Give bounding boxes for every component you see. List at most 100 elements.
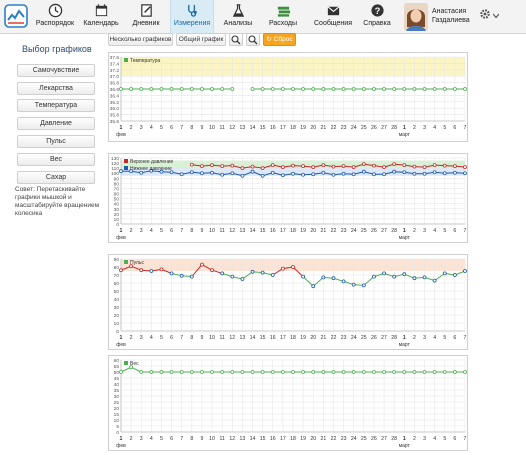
data-point <box>321 170 326 175</box>
data-point <box>189 170 194 175</box>
nav-item-help[interactable]: ? Справка <box>362 0 392 34</box>
user-name[interactable]: Анастасия Газдалиева <box>432 7 470 25</box>
x-tick-label: 26 <box>371 436 377 442</box>
zoom-in-button[interactable] <box>229 33 243 46</box>
chart-toggle-weight[interactable]: Вес <box>17 153 95 166</box>
x-tick-label: 20 <box>310 436 316 442</box>
x-tick-label: 16 <box>270 436 276 442</box>
nav-item-analyses[interactable]: Анализы <box>222 0 254 34</box>
pressure-chart-panel[interactable]: 0 10 20 30 40 50 60 70 80 90 100 110 120 130 1 2 3 4 5 6 7 8 9… <box>108 153 468 243</box>
x-tick-label: 17 <box>280 335 286 341</box>
chart-toggle-wellbeing[interactable]: Самочувствие <box>17 64 95 77</box>
data-point <box>422 87 427 91</box>
y-tick-label: 15 <box>114 412 120 418</box>
y-tick-label: 36.2 <box>110 100 120 106</box>
common-chart-button[interactable]: Общий график <box>176 33 226 46</box>
temperature-chart[interactable]: 35.635.836.036.236.436.636.837.037.237.4… <box>109 53 467 141</box>
x-tick-label: 13 <box>240 436 246 442</box>
legend-swatch <box>124 166 128 170</box>
user-photo-icon <box>404 3 428 31</box>
logo-icon[interactable] <box>4 4 28 28</box>
x-tick-label: 17 <box>280 125 286 131</box>
data-point <box>463 269 467 273</box>
chart-toggle-pressure[interactable]: Давление <box>17 117 95 130</box>
data-point <box>392 274 397 279</box>
x-tick-label: 10 <box>209 335 215 341</box>
reset-button[interactable]: ↻ Сброс <box>263 33 296 46</box>
y-tick-label: 10 <box>114 321 120 327</box>
x-tick-label: 14 <box>250 436 256 442</box>
several-charts-button[interactable]: Несколько графиков <box>108 33 173 46</box>
data-point <box>260 87 265 91</box>
data-point <box>331 276 336 281</box>
data-point <box>412 87 417 91</box>
y-tick-label: 37.4 <box>110 61 120 67</box>
nav-item-label: Распорядок <box>35 20 75 27</box>
nav-item-measurements[interactable]: Измерения <box>170 0 214 34</box>
data-point <box>210 170 214 175</box>
x-tick-label: 23 <box>341 335 347 341</box>
data-point <box>341 164 346 169</box>
nav-item-schedule[interactable]: Распорядок <box>36 0 74 34</box>
data-point <box>291 87 295 91</box>
chart-toggle-sugar[interactable]: Сахар <box>17 171 95 184</box>
temperature-chart-panel[interactable]: 35.6 35.8 36.0 36.2 36.4 36.6 36.8 37.0 37.2 37.4… <box>108 52 468 142</box>
y-tick-label: 80 <box>114 181 120 187</box>
x-tick-label: 26 <box>371 125 377 131</box>
x-tick-label: 3 <box>140 228 143 234</box>
data-point <box>230 274 235 279</box>
y-tick-label: 40 <box>114 202 120 208</box>
data-point <box>139 87 144 91</box>
data-point <box>301 164 306 169</box>
chart-toggle-medications[interactable]: Лекарства <box>17 82 95 95</box>
x-tick-label: 4 <box>433 436 436 442</box>
x-tick-label: 1 <box>120 335 123 341</box>
x-tick-label: 12 <box>229 125 235 131</box>
x-tick-label: 26 <box>371 228 377 234</box>
data-point <box>361 162 366 166</box>
data-point <box>159 87 164 91</box>
magnifier-plus-icon <box>231 35 241 45</box>
data-point <box>412 164 417 169</box>
x-tick-label: 1 <box>120 228 123 234</box>
x-tick-label: 1 <box>403 125 406 131</box>
y-tick-label: 100 <box>111 171 119 177</box>
month-label-mar: март <box>399 342 411 348</box>
y-tick-label: 0 <box>116 222 119 228</box>
pulse-chart-panel[interactable]: 0 10 20 30 40 50 60 70 80 90 1 2 3 4 5 6 7 8 9 10 11 12 13 14 15… <box>108 254 468 350</box>
x-tick-label: 1 <box>403 335 406 341</box>
data-point <box>139 268 144 273</box>
weight-chart-panel[interactable]: 0 5 10 15 20 25 30 35 40 45 50 55 60 1 2 3 4 5 6 7 8 9 10 11 12 1… <box>108 355 468 451</box>
x-tick-label: 8 <box>190 436 193 442</box>
data-point <box>220 370 225 374</box>
x-tick-label: 7 <box>464 335 467 341</box>
chart-toggle-temperature[interactable]: Температура <box>17 99 95 112</box>
x-tick-label: 6 <box>453 436 456 442</box>
data-point <box>119 87 123 91</box>
nav-item-messages[interactable]: Сообщения <box>313 0 353 34</box>
nav-item-expenses[interactable]: Расходы <box>266 0 300 34</box>
legend-swatch <box>124 361 128 365</box>
x-tick-label: 3 <box>423 228 426 234</box>
legend-label: Пульс <box>130 260 145 266</box>
zoom-out-button[interactable] <box>246 33 260 46</box>
nav-item-calendar[interactable]: Календарь <box>83 0 119 34</box>
nav-item-diary[interactable]: Дневник <box>129 0 163 34</box>
data-point <box>321 370 326 374</box>
x-tick-label: 7 <box>180 335 183 341</box>
y-tick-label: 10 <box>114 418 120 424</box>
avatar[interactable] <box>404 3 428 31</box>
data-point <box>412 370 417 374</box>
data-point <box>179 87 184 91</box>
y-tick-label: 37.6 <box>110 55 120 61</box>
x-tick-label: 25 <box>361 335 367 341</box>
x-tick-label: 18 <box>290 335 296 341</box>
legend-label: Температура <box>130 58 161 64</box>
x-tick-label: 10 <box>209 125 215 131</box>
settings-menu[interactable] <box>478 7 499 24</box>
chart-toggle-pulse[interactable]: Пульс <box>17 135 95 148</box>
x-tick-label: 3 <box>140 335 143 341</box>
